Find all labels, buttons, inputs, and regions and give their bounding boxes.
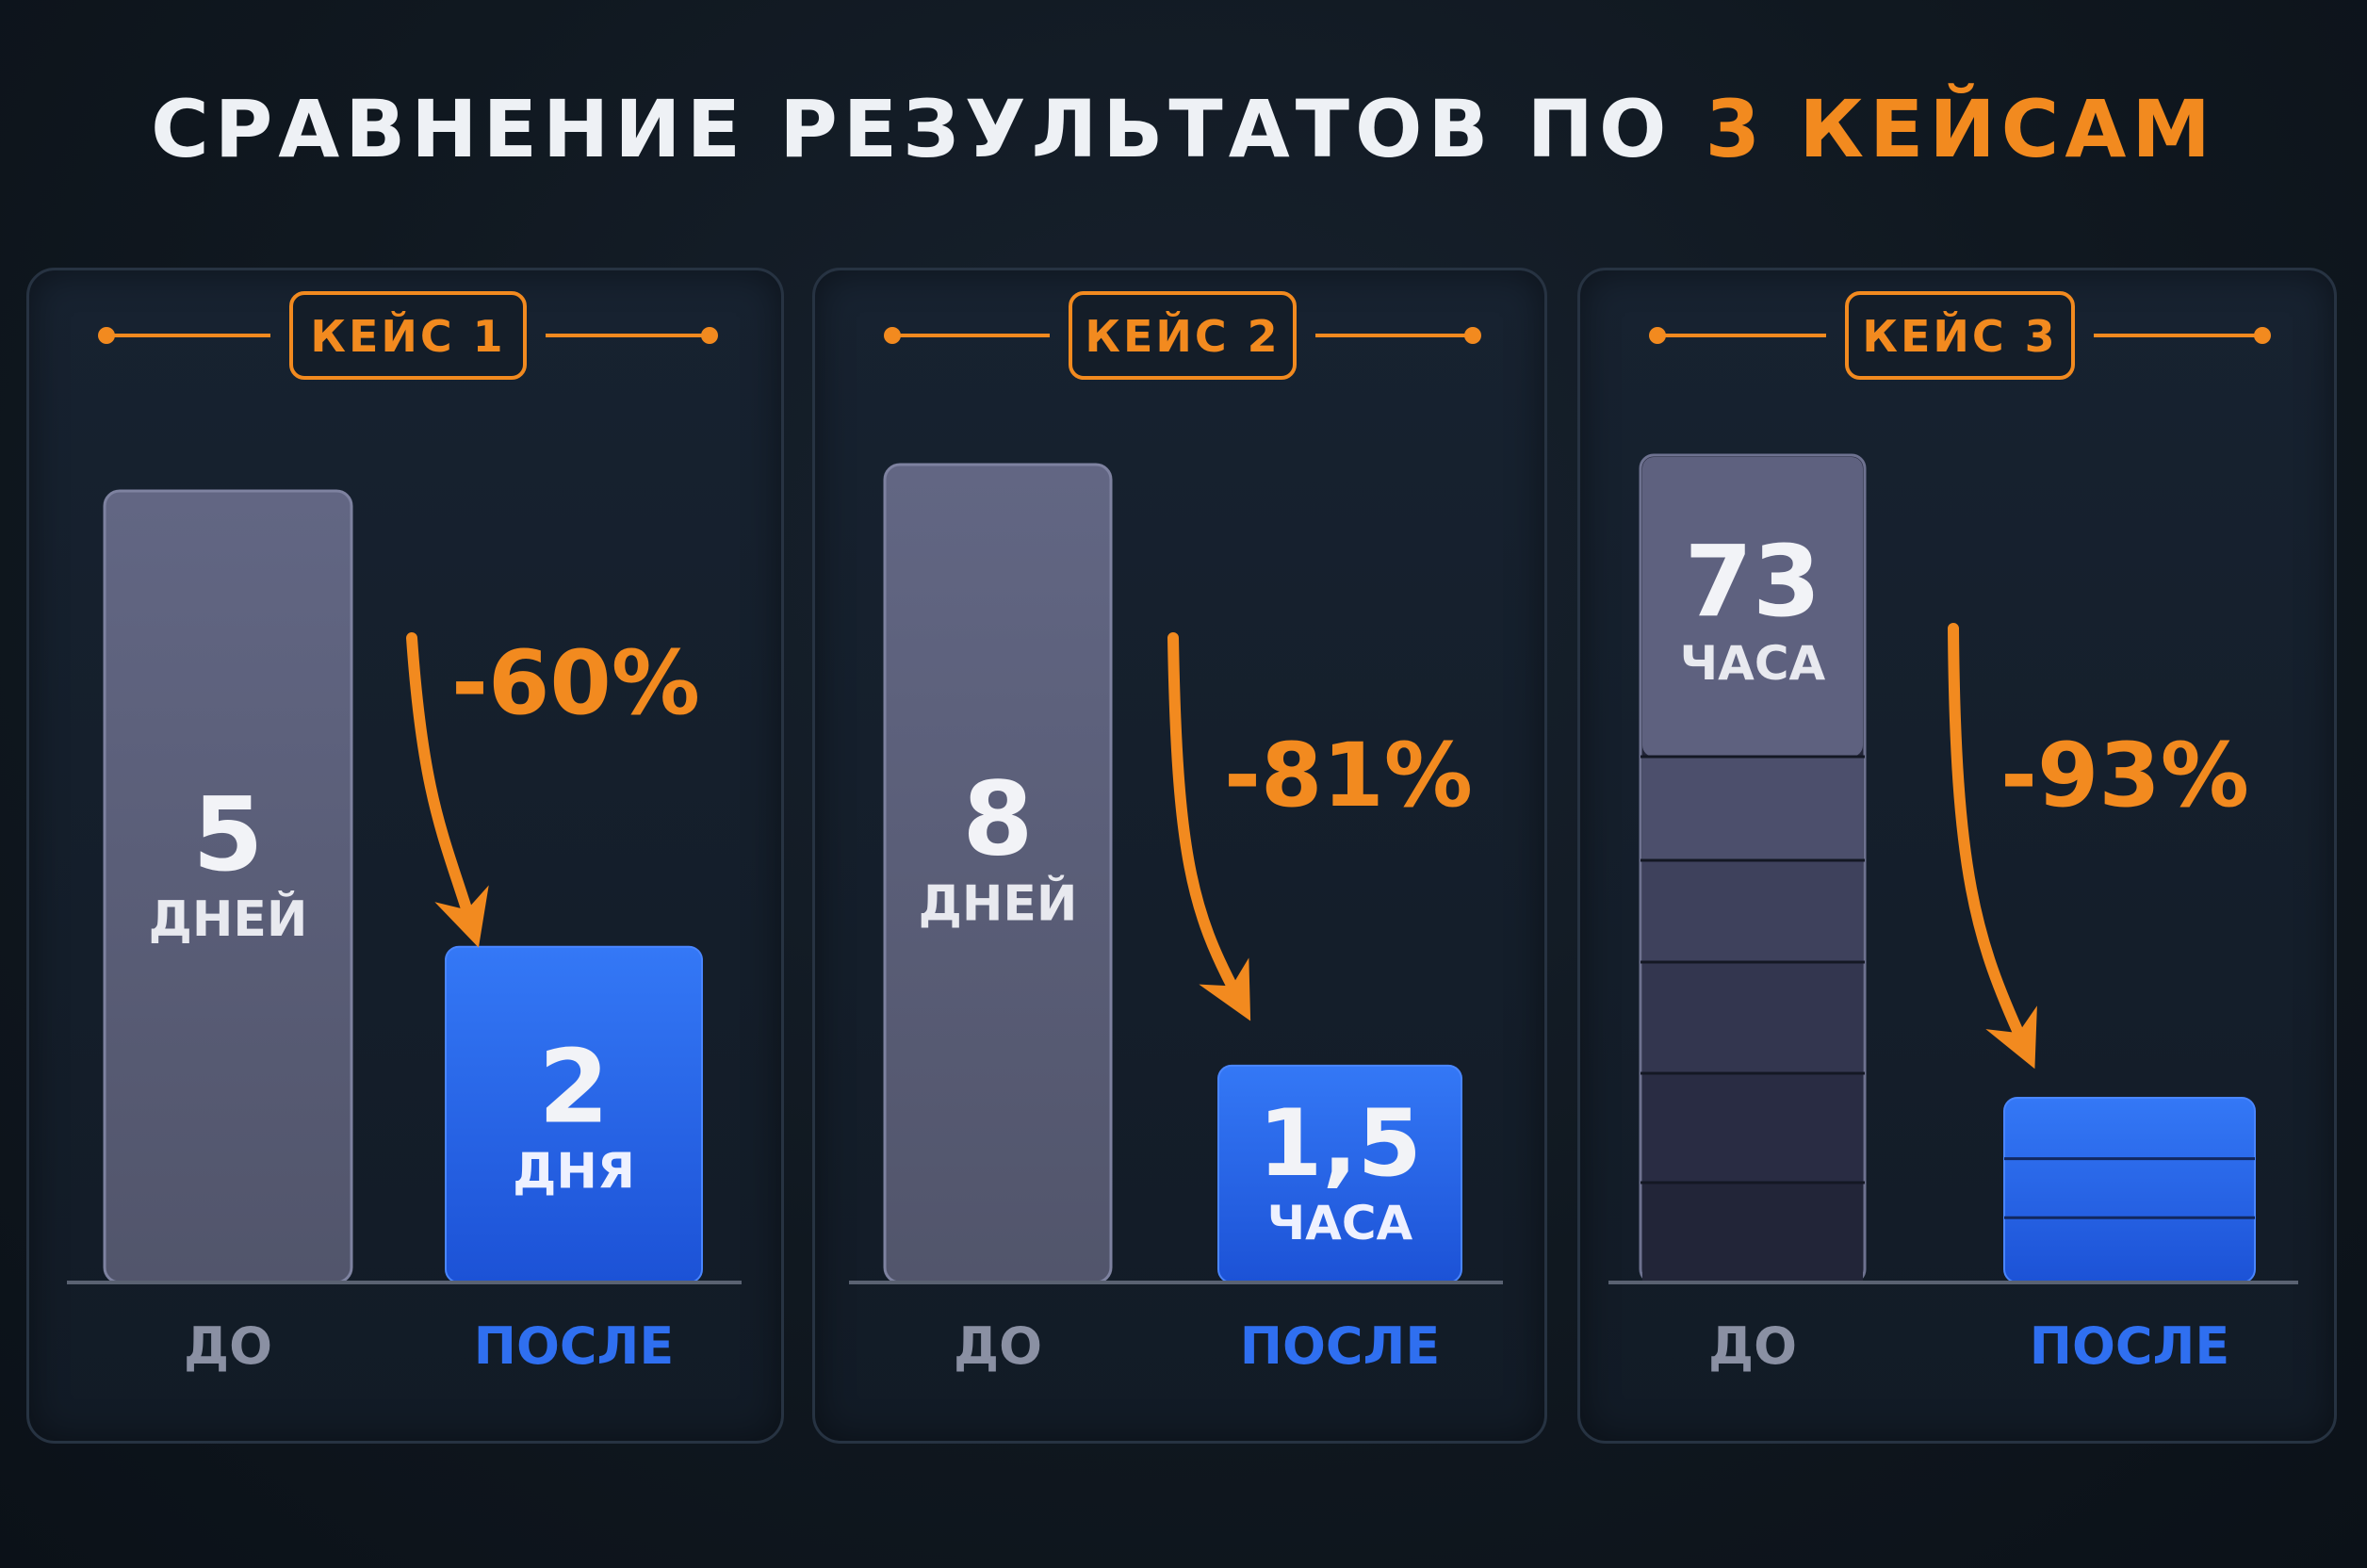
case-panel-1: КЕЙС 1 5 ДНЕЙ 2 ДНЯ -60% ДО ПОСЛЕ	[26, 268, 784, 1444]
title-accent: 3 КЕЙСАМ	[1705, 83, 2216, 175]
bar-before-segment	[1642, 962, 1863, 1073]
bar-after-value: 1,5	[1258, 1090, 1422, 1198]
bar-after-unit: ДНЯ	[513, 1144, 635, 1200]
decrease-arrow	[1167, 632, 1251, 1021]
bar-before-value: 5	[192, 776, 263, 894]
case-panel-3: КЕЙС 3 73 ЧАСА -93% ДО ПОСЛЕ	[1577, 268, 2337, 1444]
case-title: КЕЙС 3	[1862, 311, 2057, 362]
bar-before-unit: ДНЕЙ	[919, 874, 1078, 932]
bar-after-unit: ЧАСА	[1267, 1196, 1413, 1250]
bar-before-segment	[1642, 457, 1863, 757]
category-label-before: ДО	[1708, 1316, 1797, 1376]
case-pill	[1845, 291, 2075, 380]
decrease-arrow	[1948, 623, 2037, 1070]
category-label-before: ДО	[184, 1316, 272, 1376]
case-title: КЕЙС 1	[310, 311, 505, 362]
bar-before-value: 73	[1685, 524, 1821, 639]
bar-before-segment	[1642, 757, 1863, 860]
category-label-after: ПОСЛЕ	[1240, 1316, 1440, 1376]
category-label-before: ДО	[954, 1316, 1042, 1376]
bar-before-unit: ЧАСА	[1680, 636, 1826, 691]
bar-before-segment	[1642, 1183, 1863, 1282]
header-dot-right	[1464, 327, 1481, 344]
bar-before-segment	[1642, 1073, 1863, 1183]
header-dot-right	[701, 327, 718, 344]
bar-after-value: 2	[538, 1029, 609, 1147]
change-percent: -81%	[1224, 725, 1473, 827]
header-dot-left	[884, 327, 901, 344]
decrease-arrow	[406, 632, 489, 948]
case-title: КЕЙС 2	[1085, 311, 1280, 362]
header-dot-right	[2254, 327, 2271, 344]
header-dot-left	[98, 327, 115, 344]
bar-before-value: 8	[962, 760, 1033, 878]
page-title: СРАВНЕНИЕ РЕЗУЛЬТАТОВ ПО 3 КЕЙСАМ	[0, 83, 2367, 175]
bar-after	[2003, 1097, 2256, 1283]
case-panel-2: КЕЙС 2 8 ДНЕЙ 1,5 ЧАСА -81% ДО ПОСЛЕ	[812, 268, 1547, 1444]
category-label-after: ПОСЛЕ	[2030, 1316, 2229, 1376]
title-main: СРАВНЕНИЕ РЕЗУЛЬТАТОВ ПО	[151, 83, 1706, 175]
change-percent: -93%	[2000, 725, 2249, 827]
header-dot-left	[1649, 327, 1666, 344]
change-percent: -60%	[451, 632, 700, 735]
case-pill	[289, 291, 527, 380]
bar-before-unit: ДНЕЙ	[149, 890, 308, 948]
bar-before-segment	[1642, 860, 1863, 962]
case-pill	[1069, 291, 1297, 380]
category-label-after: ПОСЛЕ	[474, 1316, 674, 1376]
